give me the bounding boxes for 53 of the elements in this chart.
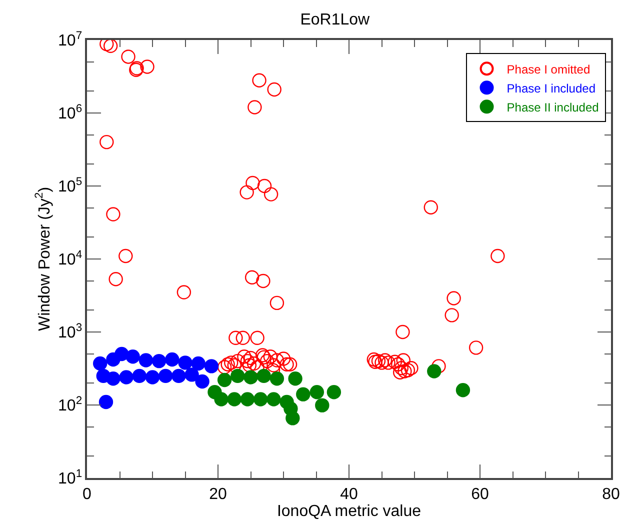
point [310, 385, 324, 400]
x-tick-label: 60 [471, 486, 489, 503]
point [326, 385, 342, 400]
x-tick-label: 40 [340, 486, 358, 503]
chart-title: EoR1Low [300, 11, 370, 28]
point [172, 368, 186, 384]
y-tick-label: 10$^{1}$ [58, 468, 82, 488]
legend-label: Phase I included [506, 81, 596, 96]
point [288, 371, 302, 386]
point [184, 368, 199, 382]
point [284, 402, 298, 416]
point [98, 394, 114, 410]
point [296, 387, 310, 402]
y-tick-label: 10$^{2}$ [58, 394, 82, 415]
x-axis-title: IonoQA metric value [276, 502, 422, 520]
y-tick-label: 10$^{4}$ [58, 248, 82, 269]
point [191, 356, 206, 371]
point [456, 383, 470, 398]
x-tick-label: 80 [602, 486, 620, 503]
y-tick-label: 10$^{7}$ [58, 30, 82, 50]
point [217, 372, 232, 388]
y-tick-label: 10$^{5}$ [58, 176, 82, 196]
point [315, 398, 330, 412]
point [240, 392, 255, 406]
point [178, 356, 192, 370]
point [195, 374, 210, 389]
y-tick-label: 10$^{3}$ [58, 322, 82, 342]
point [204, 359, 219, 374]
y-tick-label: 10$^{6}$ [58, 102, 82, 123]
point [266, 392, 281, 406]
legend-label: Phase I omitted [506, 62, 590, 76]
point [158, 368, 173, 384]
point [145, 370, 160, 384]
point [114, 346, 129, 362]
point [270, 371, 284, 386]
x-tick-label: 20 [209, 486, 227, 503]
point [253, 392, 268, 406]
point [165, 352, 180, 367]
point [119, 370, 134, 384]
point [126, 350, 140, 364]
legend-label: Phase II included [506, 100, 599, 114]
point [138, 353, 154, 368]
point [214, 392, 228, 406]
point [132, 368, 146, 384]
point [106, 371, 120, 386]
x-tick-label: 0 [82, 486, 92, 503]
point [244, 370, 258, 384]
point [427, 364, 442, 378]
point [256, 368, 271, 384]
point [227, 392, 242, 406]
point [93, 356, 108, 371]
point [230, 368, 245, 384]
point [152, 354, 166, 368]
